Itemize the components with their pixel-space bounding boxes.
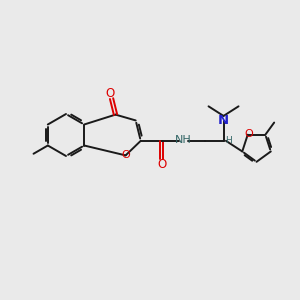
Text: O: O [106,87,115,100]
Text: NH: NH [175,135,192,145]
Text: O: O [157,158,167,171]
Text: O: O [121,150,130,161]
Text: H: H [225,136,231,145]
Text: N: N [218,114,229,127]
Text: O: O [244,129,253,139]
